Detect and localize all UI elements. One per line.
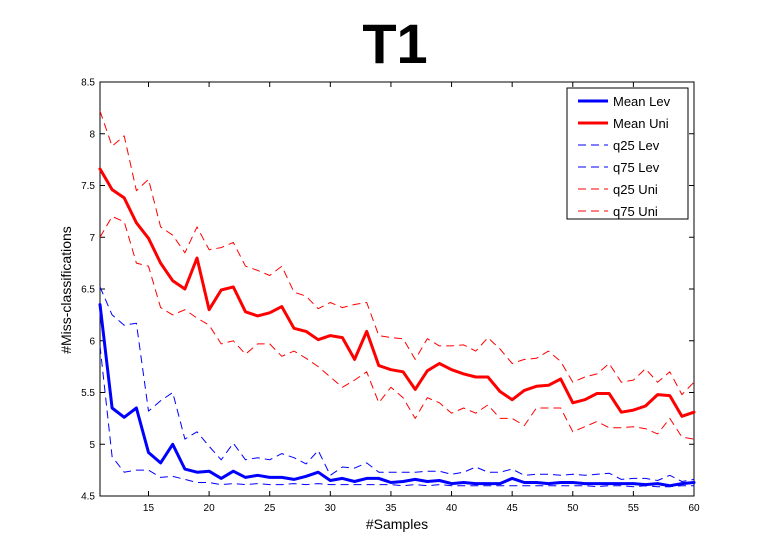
x-tick-label: 25 [264,503,276,514]
chart-title: T1 [362,12,427,75]
series-line-q75-uni [99,110,695,396]
y-axis-label: #Miss-classifications [58,226,74,354]
series-line-mean-uni [98,167,696,418]
x-tick-label: 40 [446,503,458,514]
legend-label: Mean Uni [613,116,669,131]
legend-label: q25 Uni [613,182,658,197]
y-tick-label: 7 [89,233,95,244]
y-tick-label: 5.5 [81,388,95,399]
legend-box [566,87,689,220]
legend-label: Mean Lev [613,94,671,109]
x-tick-label: 15 [143,503,155,514]
series-line-mean-lev [98,303,696,488]
ticks-group: 15 20 25 30 35 40 45 50 55 60 4.5 5 5.5 6 6.5 7 7.5 8 8.5 [81,78,700,515]
x-tick-label: 35 [385,503,397,514]
y-tick-label: 7.5 [81,181,95,192]
series-group [98,110,696,488]
legend-label: q75 Lev [613,160,660,175]
x-tick-label: 45 [507,503,519,514]
legend-label: q25 Lev [613,138,660,153]
series-line-q75-lev [99,286,695,482]
series-line-q25-uni [99,216,695,440]
x-tick-label: 50 [567,503,579,514]
y-tick-label: 4.5 [81,492,95,503]
legend: Mean Lev Mean Uni q25 Lev q75 Lev q25 Uni q75… [566,87,689,220]
y-tick-label: 8 [89,129,95,140]
x-tick-label: 20 [204,503,216,514]
x-tick-label: 60 [688,503,700,514]
y-tick-label: 6.5 [81,285,95,296]
y-tick-label: 6 [89,336,95,347]
y-tick-label: 8.5 [81,78,95,89]
x-tick-label: 55 [628,503,640,514]
y-tick-label: 5 [89,440,95,451]
x-tick-label: 30 [325,503,337,514]
x-axis-label: #Samples [366,516,428,532]
series-line-q25-lev [99,345,694,488]
legend-label: q75 Uni [613,204,658,219]
